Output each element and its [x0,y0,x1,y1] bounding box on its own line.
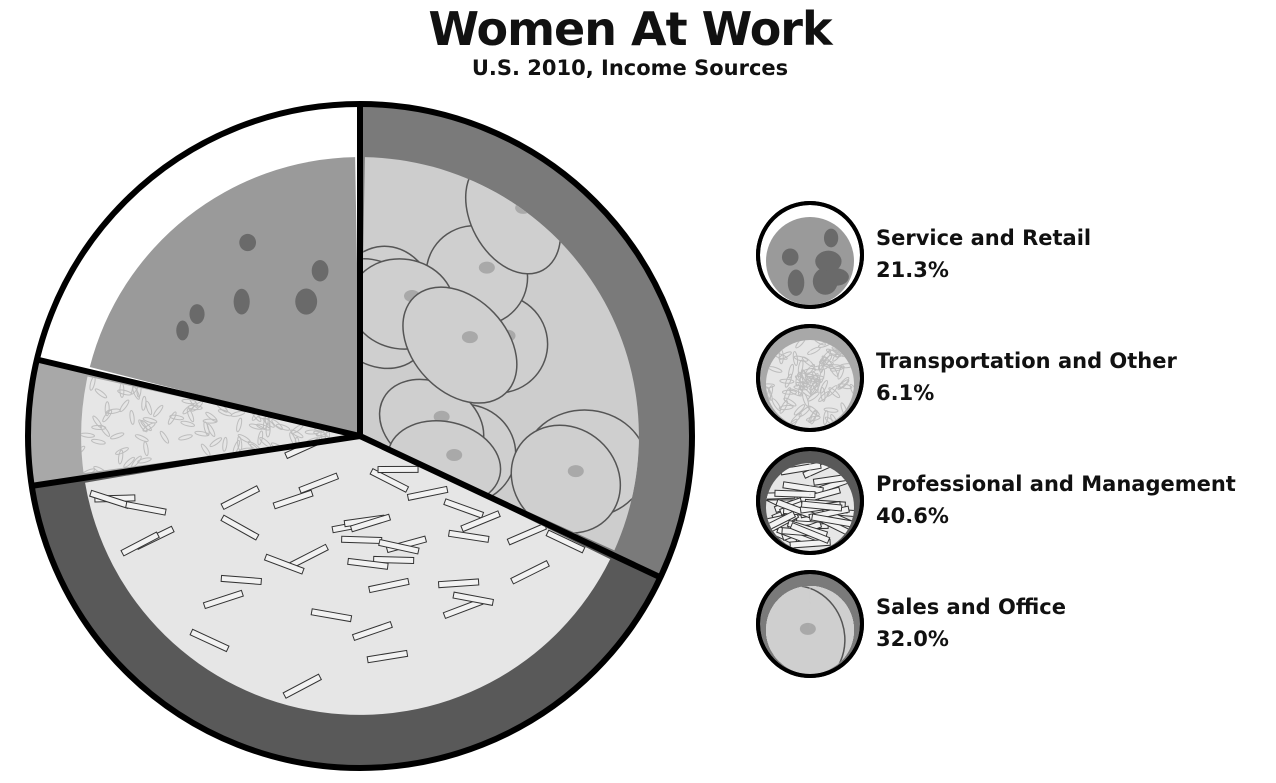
pie-slice-1 [28,359,361,486]
legend-swatch-0 [756,201,864,309]
pie-slice-0 [36,103,361,437]
legend-value: 6.1% [876,381,935,405]
chart-subtitle: U.S. 2010, Income Sources [471,56,789,80]
legend [756,201,864,678]
legend-entry: Sales and Office 32.0% [876,591,1066,655]
legend-value: 40.6% [876,504,949,528]
legend-swatch-2 [756,447,864,555]
legend-entry: Professional and Management 40.6% [876,468,1236,532]
legend-entry: Transportation and Other 6.1% [876,345,1177,409]
legend-value: 32.0% [876,627,949,651]
legend-swatch-1 [756,324,864,432]
legend-label: Professional and Management [876,472,1236,496]
pie [25,101,695,771]
legend-label: Service and Retail [876,226,1092,250]
chart-title: Women At Work [428,2,832,56]
legend-label: Sales and Office [876,595,1066,619]
slice-separator [31,433,361,489]
slice-separator [36,356,361,439]
legend-entry: Service and Retail 21.3% [876,222,1091,286]
pie-slice-2 [31,436,661,768]
slice-separator [358,433,662,581]
legend-swatch-3 [756,570,864,678]
pie-outline [25,101,695,771]
legend-value: 21.3% [876,258,949,282]
legend-label: Transportation and Other [876,349,1177,373]
